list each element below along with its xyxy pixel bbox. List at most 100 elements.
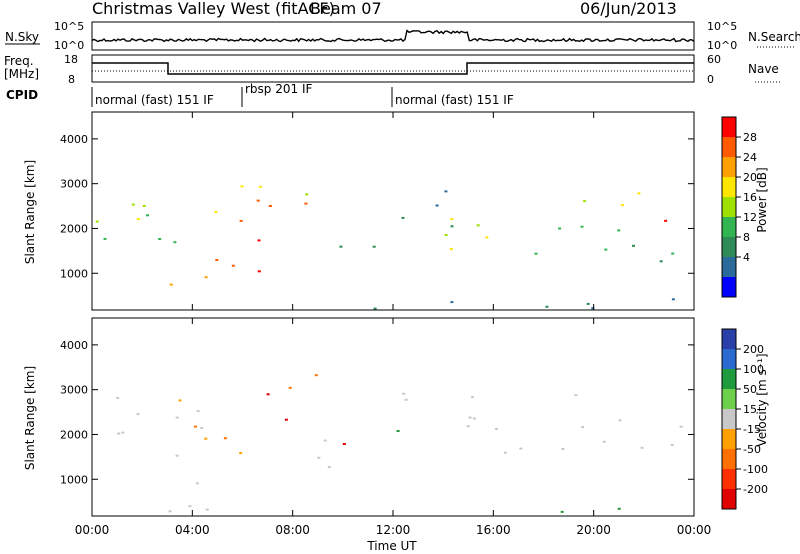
velocity-colorbar-swatch xyxy=(722,349,736,370)
velocity-cell xyxy=(581,426,585,429)
velocity-cell xyxy=(196,410,200,413)
velocity-cell xyxy=(223,437,227,440)
cpid-segment-0: normal (fast) 151 IF xyxy=(95,93,214,107)
power-cell xyxy=(305,193,309,196)
velocity-colorbar: 200 100 50 15 -15 -50 -100 -200 xyxy=(721,328,768,510)
power-cell xyxy=(304,202,308,205)
power-cell xyxy=(671,298,675,301)
velocity-cell xyxy=(266,393,270,396)
velocity-ytick-label: 1000 xyxy=(60,473,88,486)
power-colorbar-tick-label: 28 xyxy=(743,131,757,144)
power-ytick-label: 1000 xyxy=(60,267,88,280)
velocity-cell xyxy=(561,448,565,450)
freq-left-tick-bottom: 8 xyxy=(68,73,75,86)
power-cell xyxy=(268,205,272,207)
power-colorbar-swatch xyxy=(722,277,736,298)
velocity-cell xyxy=(288,386,292,389)
velocity-cell xyxy=(317,456,321,459)
velocity-cell xyxy=(205,508,209,511)
velocity-colorbar-swatch xyxy=(722,449,736,470)
velocity-colorbar-swatch xyxy=(722,329,736,350)
power-cell xyxy=(664,219,668,222)
power-cell xyxy=(604,248,608,251)
velocity-colorbar-tick-label: 200 xyxy=(743,343,764,356)
power-ytick-label: 3000 xyxy=(60,178,88,191)
power-cell xyxy=(450,225,454,228)
noise-strip-frame xyxy=(91,21,695,51)
velocity-cell xyxy=(670,443,674,446)
velocity-ytick-label: 4000 xyxy=(60,339,88,352)
velocity-colorbar-swatch xyxy=(722,389,736,410)
power-cell xyxy=(215,259,219,261)
power-panel: 1000 2000 3000 4000 Slant Range [km] xyxy=(23,111,695,311)
velocity-cell xyxy=(175,454,179,457)
velocity-cell xyxy=(342,443,346,445)
freq-right-tick-top: 60 xyxy=(707,53,721,66)
power-cell xyxy=(545,305,549,308)
velocity-cell xyxy=(495,428,498,430)
power-cell xyxy=(534,252,538,255)
power-cell xyxy=(617,229,621,232)
power-cell xyxy=(257,239,261,242)
beam-label: Beam 07 xyxy=(310,0,382,18)
power-cell xyxy=(131,203,135,206)
noise-left-tick-bottom: 10^0 xyxy=(54,39,84,52)
velocity-y-axis: 1000 2000 3000 4000 xyxy=(60,339,694,486)
velocity-cell xyxy=(193,425,197,428)
velocity-colorbar-swatch xyxy=(722,429,736,450)
velocity-cell xyxy=(239,452,243,455)
power-colorbar-frame xyxy=(721,116,737,298)
power-colorbar-swatch xyxy=(722,177,736,198)
power-panel-background xyxy=(92,112,694,310)
velocity-colorbar-swatch xyxy=(722,489,736,510)
velocity-cell xyxy=(188,505,192,508)
velocity-cell xyxy=(175,416,179,419)
velocity-cell xyxy=(640,446,644,449)
power-cell xyxy=(258,185,262,188)
noise-right-label: N.Search xyxy=(748,30,800,44)
velocity-cell xyxy=(178,399,182,402)
x-tick-label: 04:00 xyxy=(175,523,210,537)
velocity-cell xyxy=(116,396,120,399)
velocity-cell xyxy=(200,427,204,429)
power-colorbar-swatch xyxy=(722,117,736,138)
power-cell xyxy=(257,270,261,273)
power-colorbar-tick-label: 4 xyxy=(743,251,750,264)
power-cell xyxy=(435,204,439,207)
x-tick-label: 20:00 xyxy=(576,523,611,537)
velocity-ylabel: Slant Range [km] xyxy=(23,366,37,470)
power-cell xyxy=(256,199,260,202)
velocity-colorbar-swatch xyxy=(722,469,736,490)
power-y-axis: 1000 2000 3000 4000 xyxy=(60,133,694,280)
velocity-colorbar-tick-label: -50 xyxy=(743,443,761,456)
velocity-cell xyxy=(323,439,327,442)
velocity-cell xyxy=(404,398,408,401)
station-title: Christmas Valley West (fitACF) xyxy=(92,0,335,18)
x-tick-label: 16:00 xyxy=(476,523,511,537)
velocity-cell xyxy=(519,447,523,450)
freq-left-tick-top: 18 xyxy=(64,53,78,66)
power-cell xyxy=(449,248,453,251)
velocity-cell xyxy=(617,507,621,510)
power-cell xyxy=(136,218,140,221)
power-cell xyxy=(231,264,235,267)
velocity-cell xyxy=(503,451,507,454)
power-cell xyxy=(671,252,675,255)
power-colorbar-swatch xyxy=(722,217,736,238)
velocity-colorbar-label: Velocity [m s⁻¹] xyxy=(755,353,769,446)
power-cell xyxy=(239,219,243,222)
power-cell xyxy=(558,227,562,230)
velocity-ytick-label: 3000 xyxy=(60,384,88,397)
power-ytick-label: 4000 xyxy=(60,133,88,146)
velocity-colorbar-tick-label: 50 xyxy=(743,383,757,396)
frequency-strip: Freq. [MHz] 18 8 60 0 Nave xyxy=(4,53,780,86)
freq-label-line2: [MHz] xyxy=(4,67,39,81)
power-cell xyxy=(103,237,107,240)
velocity-cell xyxy=(468,416,472,419)
power-cell xyxy=(586,302,590,305)
velocity-cell xyxy=(402,392,406,395)
power-cell xyxy=(580,225,584,228)
freq-right-tick-bottom: 0 xyxy=(707,73,714,86)
velocity-cell xyxy=(472,417,476,420)
